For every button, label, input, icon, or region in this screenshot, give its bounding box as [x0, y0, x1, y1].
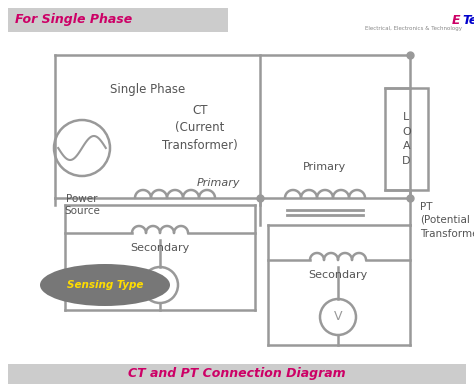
FancyBboxPatch shape	[8, 8, 228, 32]
Text: TechnoG: TechnoG	[462, 14, 474, 27]
Ellipse shape	[40, 264, 170, 306]
Text: Power
Source: Power Source	[64, 194, 100, 217]
Text: Primary: Primary	[197, 178, 240, 188]
Text: V: V	[334, 310, 342, 323]
Text: E: E	[452, 14, 460, 27]
Text: For Single Phase: For Single Phase	[15, 14, 132, 27]
Text: A: A	[156, 279, 164, 291]
Text: Single Phase: Single Phase	[110, 83, 185, 96]
Text: CT and PT Connection Diagram: CT and PT Connection Diagram	[128, 367, 346, 381]
Circle shape	[142, 267, 178, 303]
Circle shape	[320, 299, 356, 335]
Text: Electrical, Electronics & Technology: Electrical, Electronics & Technology	[365, 26, 462, 31]
Text: PT
(Potential
Transformer): PT (Potential Transformer)	[420, 202, 474, 238]
Circle shape	[54, 120, 110, 176]
Text: Secondary: Secondary	[130, 243, 190, 253]
FancyBboxPatch shape	[385, 88, 428, 190]
Text: Primary: Primary	[303, 162, 346, 172]
Text: Secondary: Secondary	[309, 270, 368, 280]
FancyBboxPatch shape	[8, 364, 466, 384]
Text: CT
(Current
Transformer): CT (Current Transformer)	[162, 105, 238, 151]
Text: L
O
A
D: L O A D	[402, 112, 411, 166]
Text: Sensing Type: Sensing Type	[67, 280, 143, 290]
